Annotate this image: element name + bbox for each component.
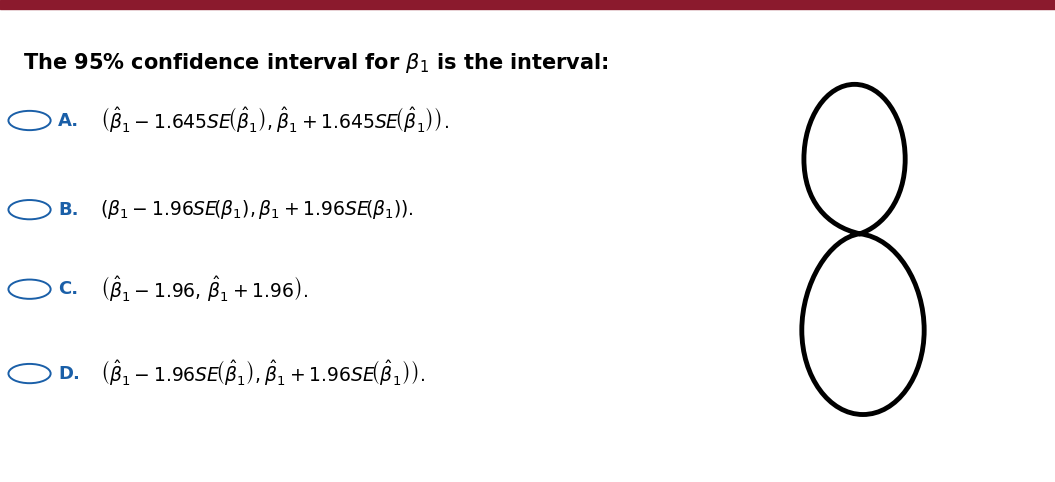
Text: $\left(\beta_1 - 1.96SE\!\left(\beta_1\right), \beta_1 + 1.96SE\!\left(\beta_1\r: $\left(\beta_1 - 1.96SE\!\left(\beta_1\r… <box>100 198 414 221</box>
Text: $\left(\hat{\beta}_1 - 1.96,\, \hat{\beta}_1 + 1.96\right).$: $\left(\hat{\beta}_1 - 1.96,\, \hat{\bet… <box>100 274 308 304</box>
Text: $\left(\hat{\beta}_1 - 1.96SE\!\left(\hat{\beta}_1\right), \hat{\beta}_1 + 1.96S: $\left(\hat{\beta}_1 - 1.96SE\!\left(\ha… <box>100 359 425 388</box>
Text: B.: B. <box>58 201 78 219</box>
Text: D.: D. <box>58 364 80 383</box>
Text: C.: C. <box>58 280 78 298</box>
Text: $\left(\hat{\beta}_1 - 1.645SE\!\left(\hat{\beta}_1\right), \hat{\beta}_1 + 1.64: $\left(\hat{\beta}_1 - 1.645SE\!\left(\h… <box>100 106 449 135</box>
Bar <box>0 0 1055 9</box>
Text: A.: A. <box>58 111 79 130</box>
Text: The 95% confidence interval for $\beta_1$ is the interval:: The 95% confidence interval for $\beta_1… <box>23 51 609 75</box>
